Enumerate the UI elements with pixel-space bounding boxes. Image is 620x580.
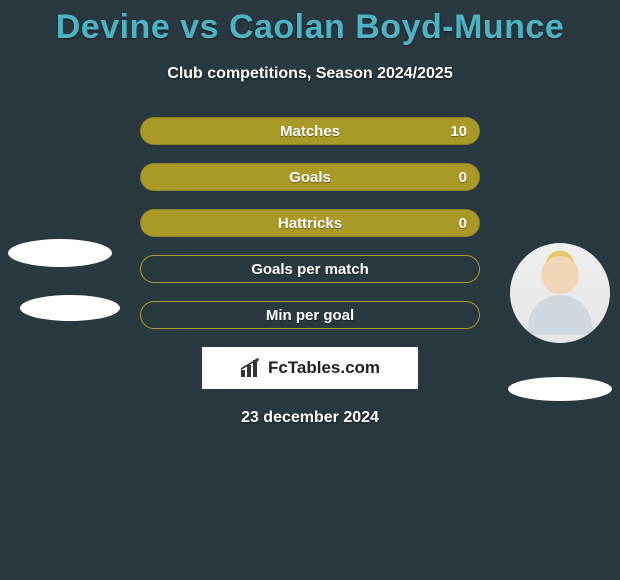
stat-row-matches: Matches10	[140, 117, 480, 145]
page-title: Devine vs Caolan Boyd-Munce	[0, 0, 620, 47]
stat-label: Goals per match	[141, 261, 479, 278]
date-text: 23 december 2024	[0, 409, 620, 427]
logo-text: FcTables.com	[268, 358, 380, 378]
stat-value: 0	[459, 169, 467, 186]
player-left-placeholder-1	[8, 239, 112, 267]
stats-area: Matches10Goals0Hattricks0Goals per match…	[0, 117, 620, 427]
stat-label: Goals	[141, 169, 479, 186]
player-left-placeholder-2	[20, 295, 120, 321]
page-subtitle: Club competitions, Season 2024/2025	[0, 65, 620, 83]
stat-label: Min per goal	[141, 307, 479, 324]
stat-row-goals: Goals0	[140, 163, 480, 191]
stat-label: Matches	[141, 123, 479, 140]
bars-icon	[240, 358, 262, 378]
stat-label: Hattricks	[141, 215, 479, 232]
logo-box[interactable]: FcTables.com	[202, 347, 418, 389]
player-right-placeholder	[508, 377, 612, 401]
stat-value: 0	[459, 215, 467, 232]
stat-row-goals-per-match: Goals per match	[140, 255, 480, 283]
player-right-avatar	[510, 243, 610, 343]
stat-row-min-per-goal: Min per goal	[140, 301, 480, 329]
stat-value: 10	[450, 123, 467, 140]
stat-row-hattricks: Hattricks0	[140, 209, 480, 237]
